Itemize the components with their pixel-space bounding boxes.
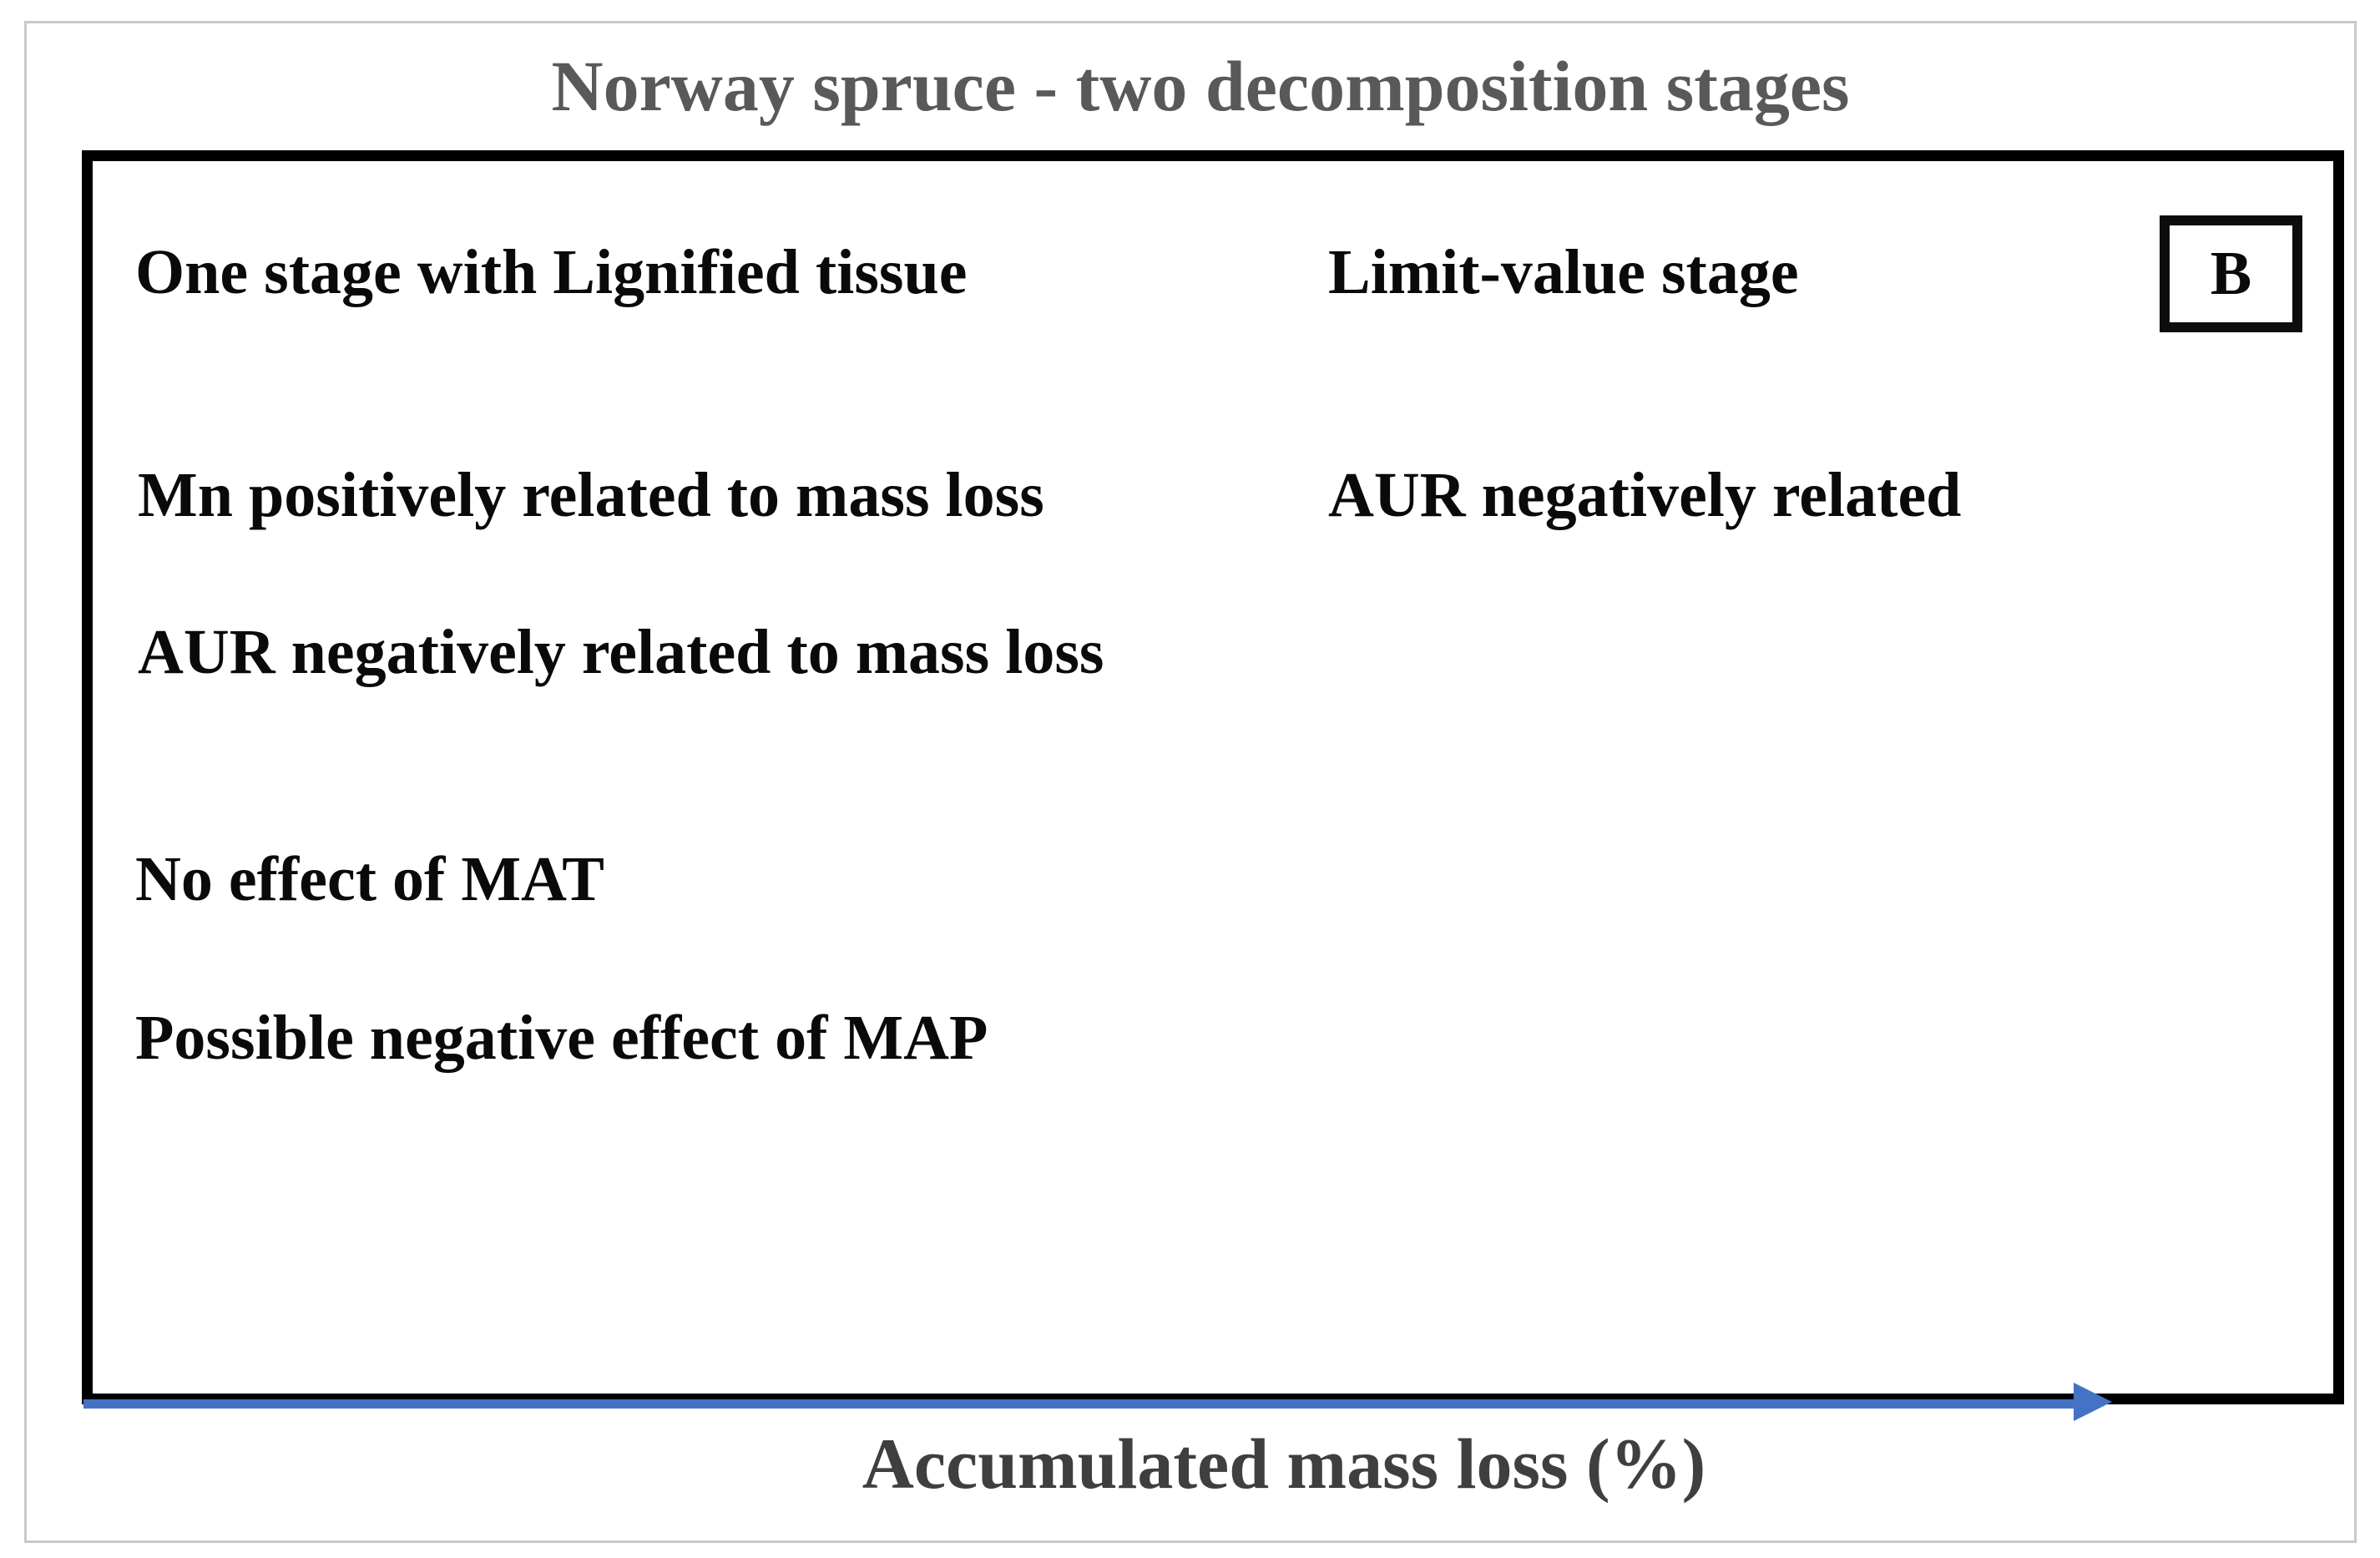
left-column-item-map: Possible negative effect of MAP (135, 1003, 988, 1073)
left-column-item-aur: AUR negatively related to mass loss (138, 617, 1104, 687)
x-axis-arrow-line (83, 1399, 2074, 1409)
decomposition-stages-box (82, 150, 2344, 1404)
right-column-heading: Limit-value stage (1328, 237, 1799, 307)
x-axis-label: Accumulated mass loss (%) (862, 1424, 1706, 1504)
left-column-heading: One stage with Lignified tissue (135, 237, 968, 307)
x-axis-arrowhead-icon (2074, 1383, 2112, 1421)
panel-label: B (2210, 239, 2252, 308)
right-column-item-aur: AUR negatively related (1328, 460, 1962, 530)
left-column-item-mat: No effect of MAT (135, 844, 604, 914)
left-column-item-mn: Mn positively related to mass loss (138, 460, 1044, 530)
figure-title: Norway spruce - two decomposition stages (551, 46, 1850, 126)
panel-label-box: B (2160, 215, 2302, 332)
